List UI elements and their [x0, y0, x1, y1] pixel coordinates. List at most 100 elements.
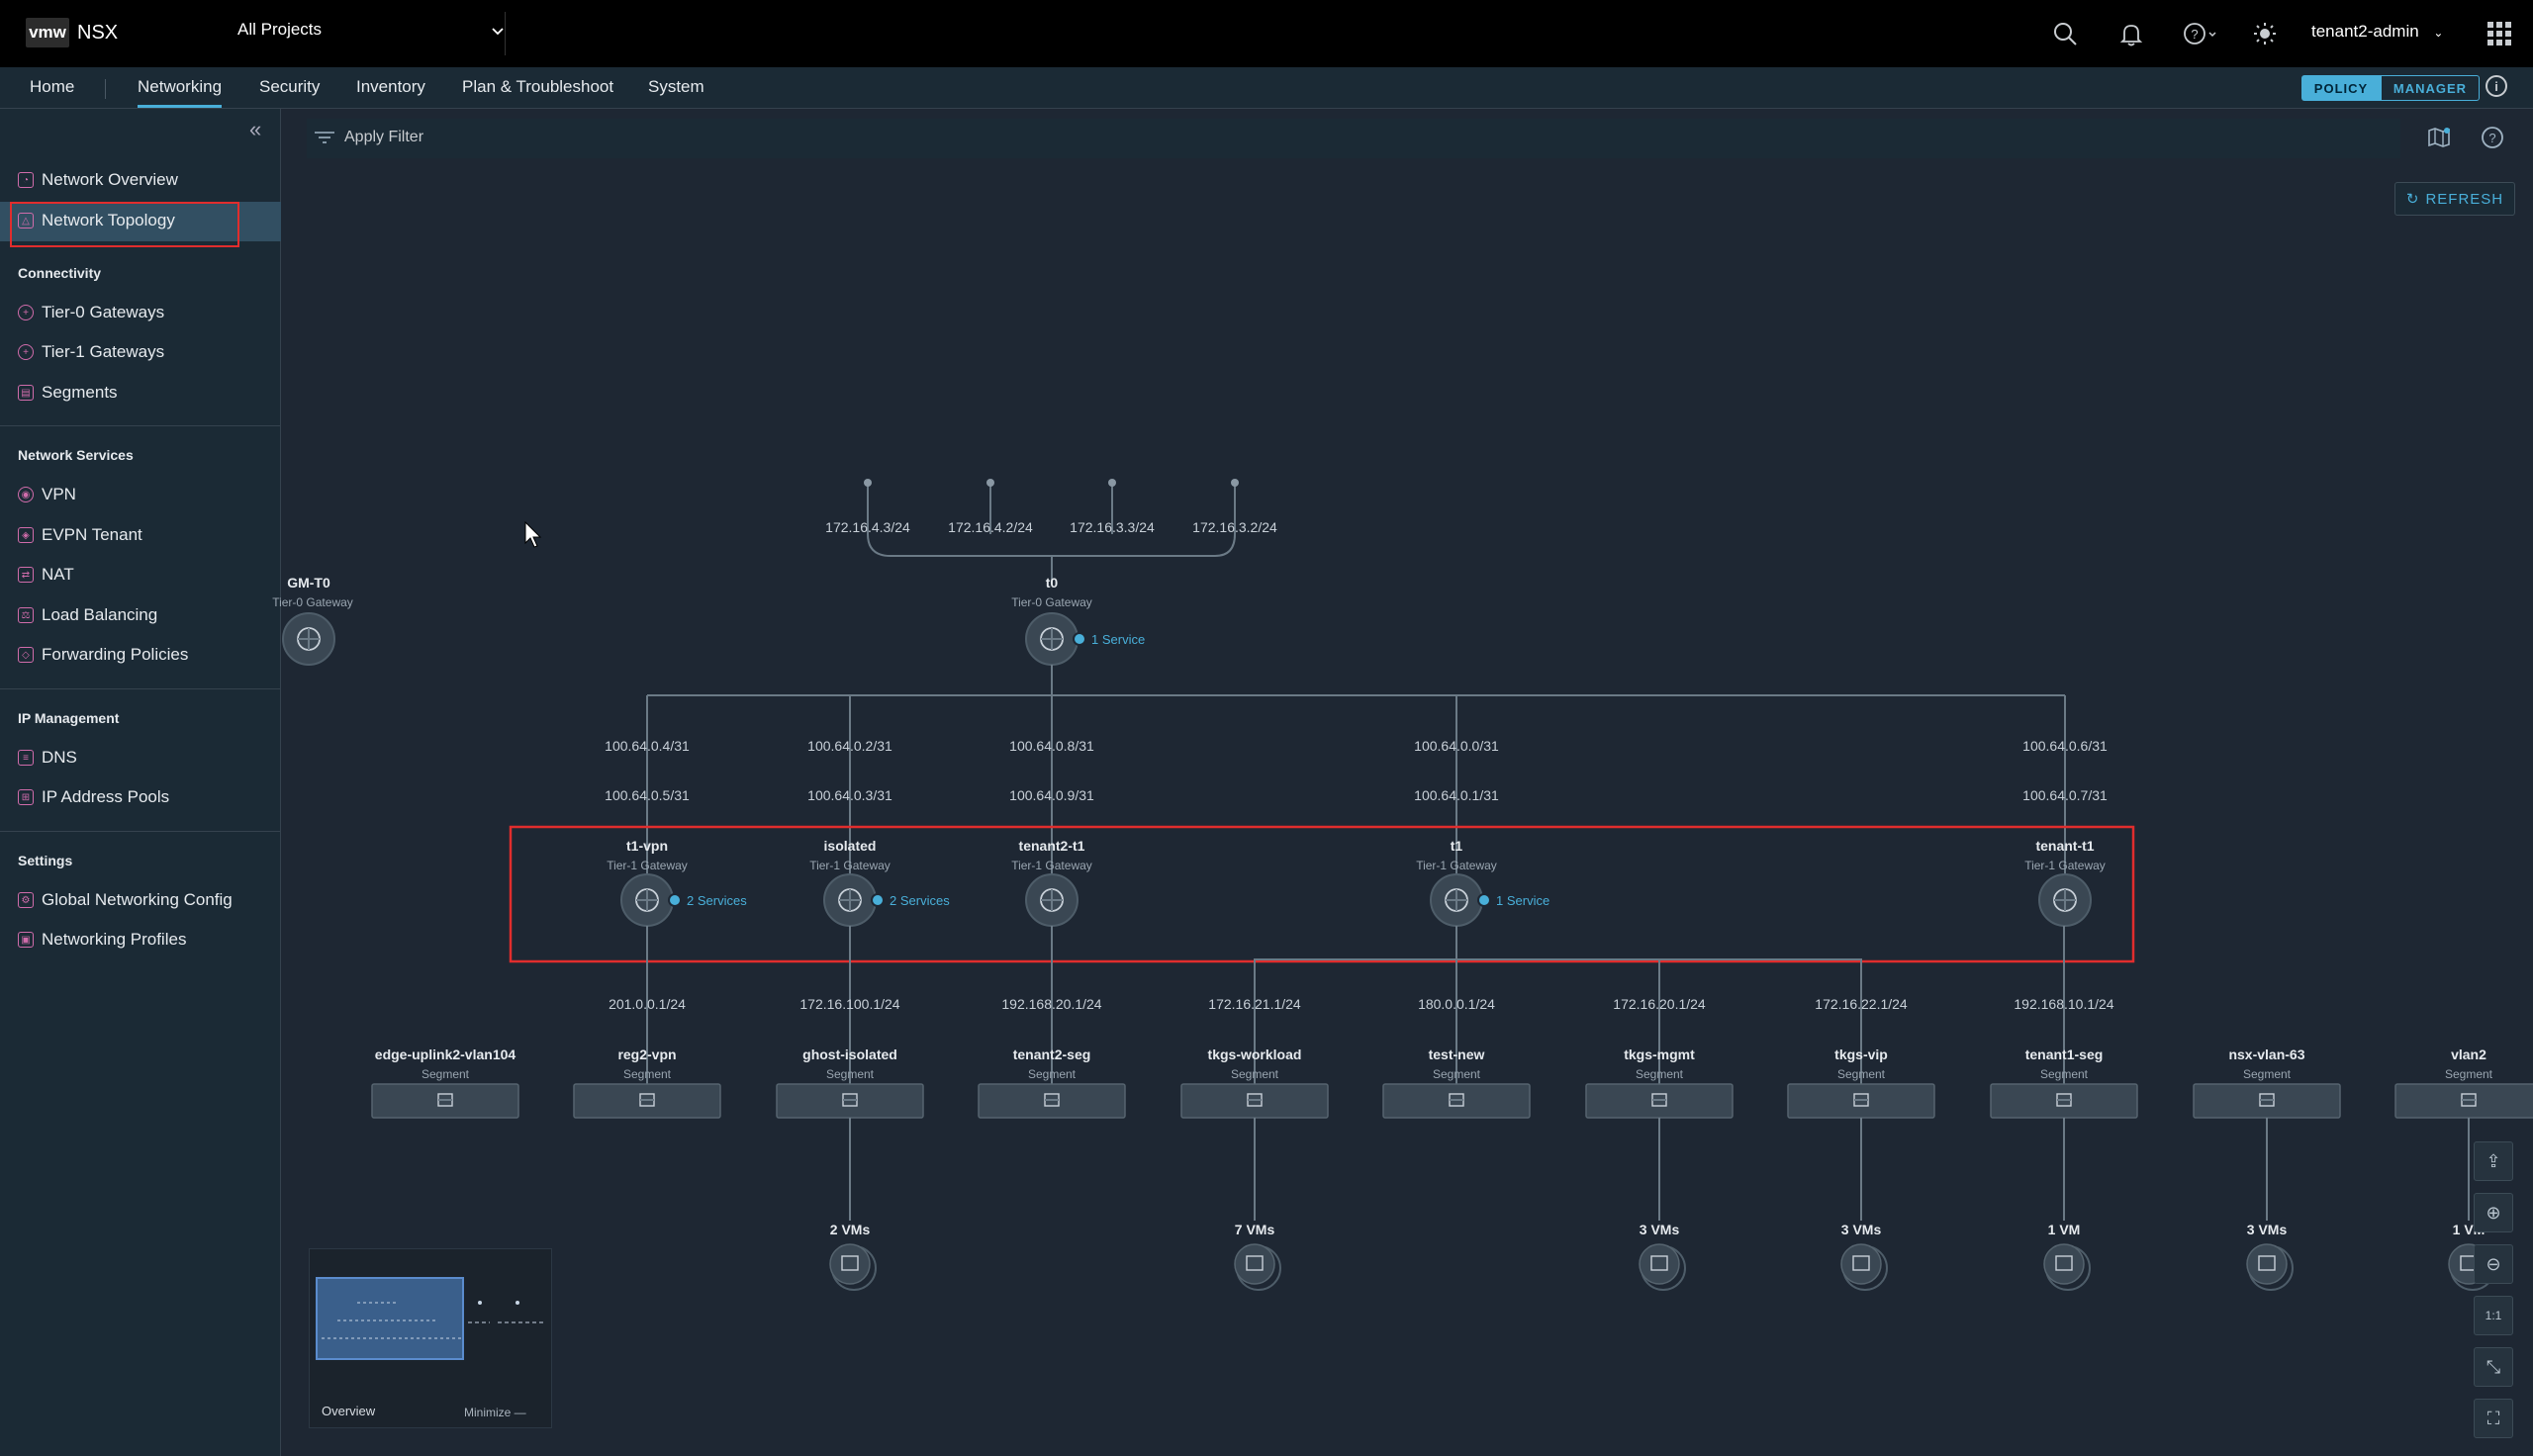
actual-size-icon[interactable]: 1:1	[2474, 1296, 2513, 1335]
tier0-type: Tier-0 Gateway	[1011, 595, 1092, 609]
vm-count: 3 VMs	[2247, 1222, 2288, 1237]
sidebar-item-dns[interactable]: ≡ DNS	[18, 748, 77, 768]
tab-system[interactable]: System	[648, 77, 704, 96]
tier1-name: tenant2-t1	[1019, 838, 1085, 854]
vm-group-node[interactable]	[829, 1243, 871, 1285]
fit-to-screen-icon[interactable]: ⛶	[2474, 1399, 2513, 1438]
t1-fanout	[1254, 958, 1862, 1001]
segment-name: tkgs-mgmt	[1624, 1046, 1695, 1062]
info-icon[interactable]: i	[2486, 75, 2507, 97]
tier1-uplink-ip: 100.64.0.8/31	[1009, 738, 1094, 754]
tier1-type: Tier-1 Gateway	[1011, 859, 1092, 872]
segment-type: Segment	[1636, 1067, 1684, 1081]
sidebar-item-networking-profiles[interactable]: ▣ Networking Profiles	[18, 930, 186, 950]
uplink-endpoint	[864, 479, 872, 487]
top-header: vmw NSX All Projects ? tenant2-admin ⌄	[0, 0, 2533, 67]
segment-name: reg2-vpn	[617, 1046, 676, 1062]
tab-networking[interactable]: Networking	[138, 77, 223, 108]
section-header-connectivity: Connectivity	[18, 265, 102, 281]
zoom-out-icon[interactable]: ⊖	[2474, 1244, 2513, 1284]
sidebar-item-tier1-gateways[interactable]: + Tier-1 Gateways	[18, 342, 164, 362]
sidebar-item-load-balancing[interactable]: ⚖ Load Balancing	[18, 605, 157, 625]
selected-row-highlight	[0, 202, 281, 241]
svg-text:?: ?	[2191, 27, 2198, 42]
export-icon[interactable]: ⇪	[2474, 1141, 2513, 1181]
segment-subnet: 180.0.0.1/24	[1418, 996, 1495, 1012]
project-selector[interactable]: All Projects	[237, 20, 505, 47]
vm-group-node[interactable]	[2043, 1243, 2085, 1285]
sidebar-item-global-networking-config[interactable]: ⚙ Global Networking Config	[18, 890, 233, 910]
tier1-type: Tier-1 Gateway	[607, 859, 688, 872]
segment-subnet: 172.16.20.1/24	[1613, 996, 1706, 1012]
sidebar-item-vpn[interactable]: ◉ VPN	[18, 485, 76, 504]
vm-icon	[841, 1255, 859, 1271]
refresh-button[interactable]: ↻ REFRESH	[2394, 182, 2515, 216]
tier1-name: t1	[1451, 838, 1463, 854]
tier1-uplink-ip: 100.64.0.0/31	[1414, 738, 1499, 754]
sidebar-item-nat[interactable]: ⇄ NAT	[18, 565, 74, 585]
segment-subnet: 172.16.100.1/24	[799, 996, 899, 1012]
theme-toggle-icon[interactable]	[2251, 20, 2279, 47]
uplink-ip-2: 172.16.3.3/24	[1070, 519, 1155, 535]
sidebar-item-forwarding-policies[interactable]: ◇ Forwarding Policies	[18, 645, 188, 665]
help-menu-icon[interactable]: ?	[2183, 20, 2218, 47]
tab-home[interactable]: Home	[30, 77, 75, 96]
tier0-type: Tier-0 Gateway	[272, 595, 353, 609]
chevron-down-icon	[491, 24, 505, 44]
segment-subnet: 192.168.20.1/24	[1001, 996, 1101, 1012]
app-grid-icon[interactable]	[2486, 20, 2513, 47]
sidebar-divider	[0, 425, 281, 426]
vm-count: 3 VMs	[1640, 1222, 1680, 1237]
service-dot-icon	[871, 893, 885, 907]
vm-group-node[interactable]	[1840, 1243, 1882, 1285]
dashboard-icon: ◔	[18, 172, 34, 188]
sidebar-item-evpn-tenant[interactable]: ◈ EVPN Tenant	[18, 525, 142, 545]
config-icon: ⚙	[18, 892, 34, 908]
overview-minimap[interactable]: Overview Minimize —	[309, 1248, 552, 1428]
vm-group-node[interactable]	[1639, 1243, 1680, 1285]
segment-type: Segment	[623, 1067, 672, 1081]
forwarding-icon: ◇	[18, 647, 34, 663]
tier1-downlink-ip: 100.64.0.1/31	[1414, 787, 1499, 803]
filter-bar[interactable]: Apply Filter	[307, 119, 2400, 158]
load-balancer-icon: ⚖	[18, 607, 34, 623]
segment-type: Segment	[1028, 1067, 1077, 1081]
segment-type: Segment	[1837, 1067, 1886, 1081]
vpn-icon: ◉	[18, 487, 34, 502]
segment-subnet: 172.16.21.1/24	[1208, 996, 1301, 1012]
tab-plan-troubleshoot[interactable]: Plan & Troubleshoot	[462, 77, 614, 96]
user-menu[interactable]: tenant2-admin ⌄	[2311, 22, 2443, 42]
minimap-viewport[interactable]	[316, 1277, 464, 1360]
map-icon[interactable]	[2426, 125, 2452, 150]
zoom-in-icon[interactable]: ⊕	[2474, 1193, 2513, 1232]
sidebar-item-network-overview[interactable]: ◔ Network Overview	[18, 170, 178, 190]
collapse-sidebar-icon[interactable]: «	[249, 117, 262, 141]
sidebar-item-network-topology[interactable]: △ Network Topology	[18, 211, 175, 230]
manager-mode-button[interactable]: MANAGER	[2381, 75, 2480, 101]
svg-text:?: ?	[2488, 131, 2495, 145]
tier1-services: 2 Services	[687, 893, 747, 908]
tab-security[interactable]: Security	[259, 77, 321, 96]
vm-group-node[interactable]	[1234, 1243, 1275, 1285]
vm-icon	[2258, 1255, 2276, 1271]
product-name: NSX	[77, 22, 119, 44]
tier1-uplink-ip: 100.64.0.4/31	[605, 738, 690, 754]
filter-icon	[315, 132, 334, 143]
sidebar-item-segments[interactable]: ▤ Segments	[18, 383, 118, 403]
minimize-button[interactable]: Minimize —	[464, 1406, 526, 1419]
collapse-view-icon[interactable]: ⤡	[2474, 1347, 2513, 1387]
help-icon[interactable]: ?	[2480, 125, 2505, 150]
search-icon[interactable]	[2051, 20, 2079, 47]
sidebar-item-tier0-gateways[interactable]: + Tier-0 Gateways	[18, 303, 164, 322]
policy-mode-button[interactable]: POLICY	[2301, 75, 2381, 101]
segment-subnet: 201.0.0.1/24	[609, 996, 686, 1012]
section-header-settings: Settings	[18, 853, 73, 868]
tier1-services: 2 Services	[890, 893, 950, 908]
refresh-icon: ↻	[2405, 191, 2420, 208]
sidebar-item-ip-address-pools[interactable]: ⊞ IP Address Pools	[18, 787, 169, 807]
vm-group-node[interactable]	[2246, 1243, 2288, 1285]
tab-inventory[interactable]: Inventory	[356, 77, 425, 96]
tier0-name-gm-t0: GM-T0	[287, 575, 330, 591]
bell-icon[interactable]	[2117, 20, 2145, 47]
